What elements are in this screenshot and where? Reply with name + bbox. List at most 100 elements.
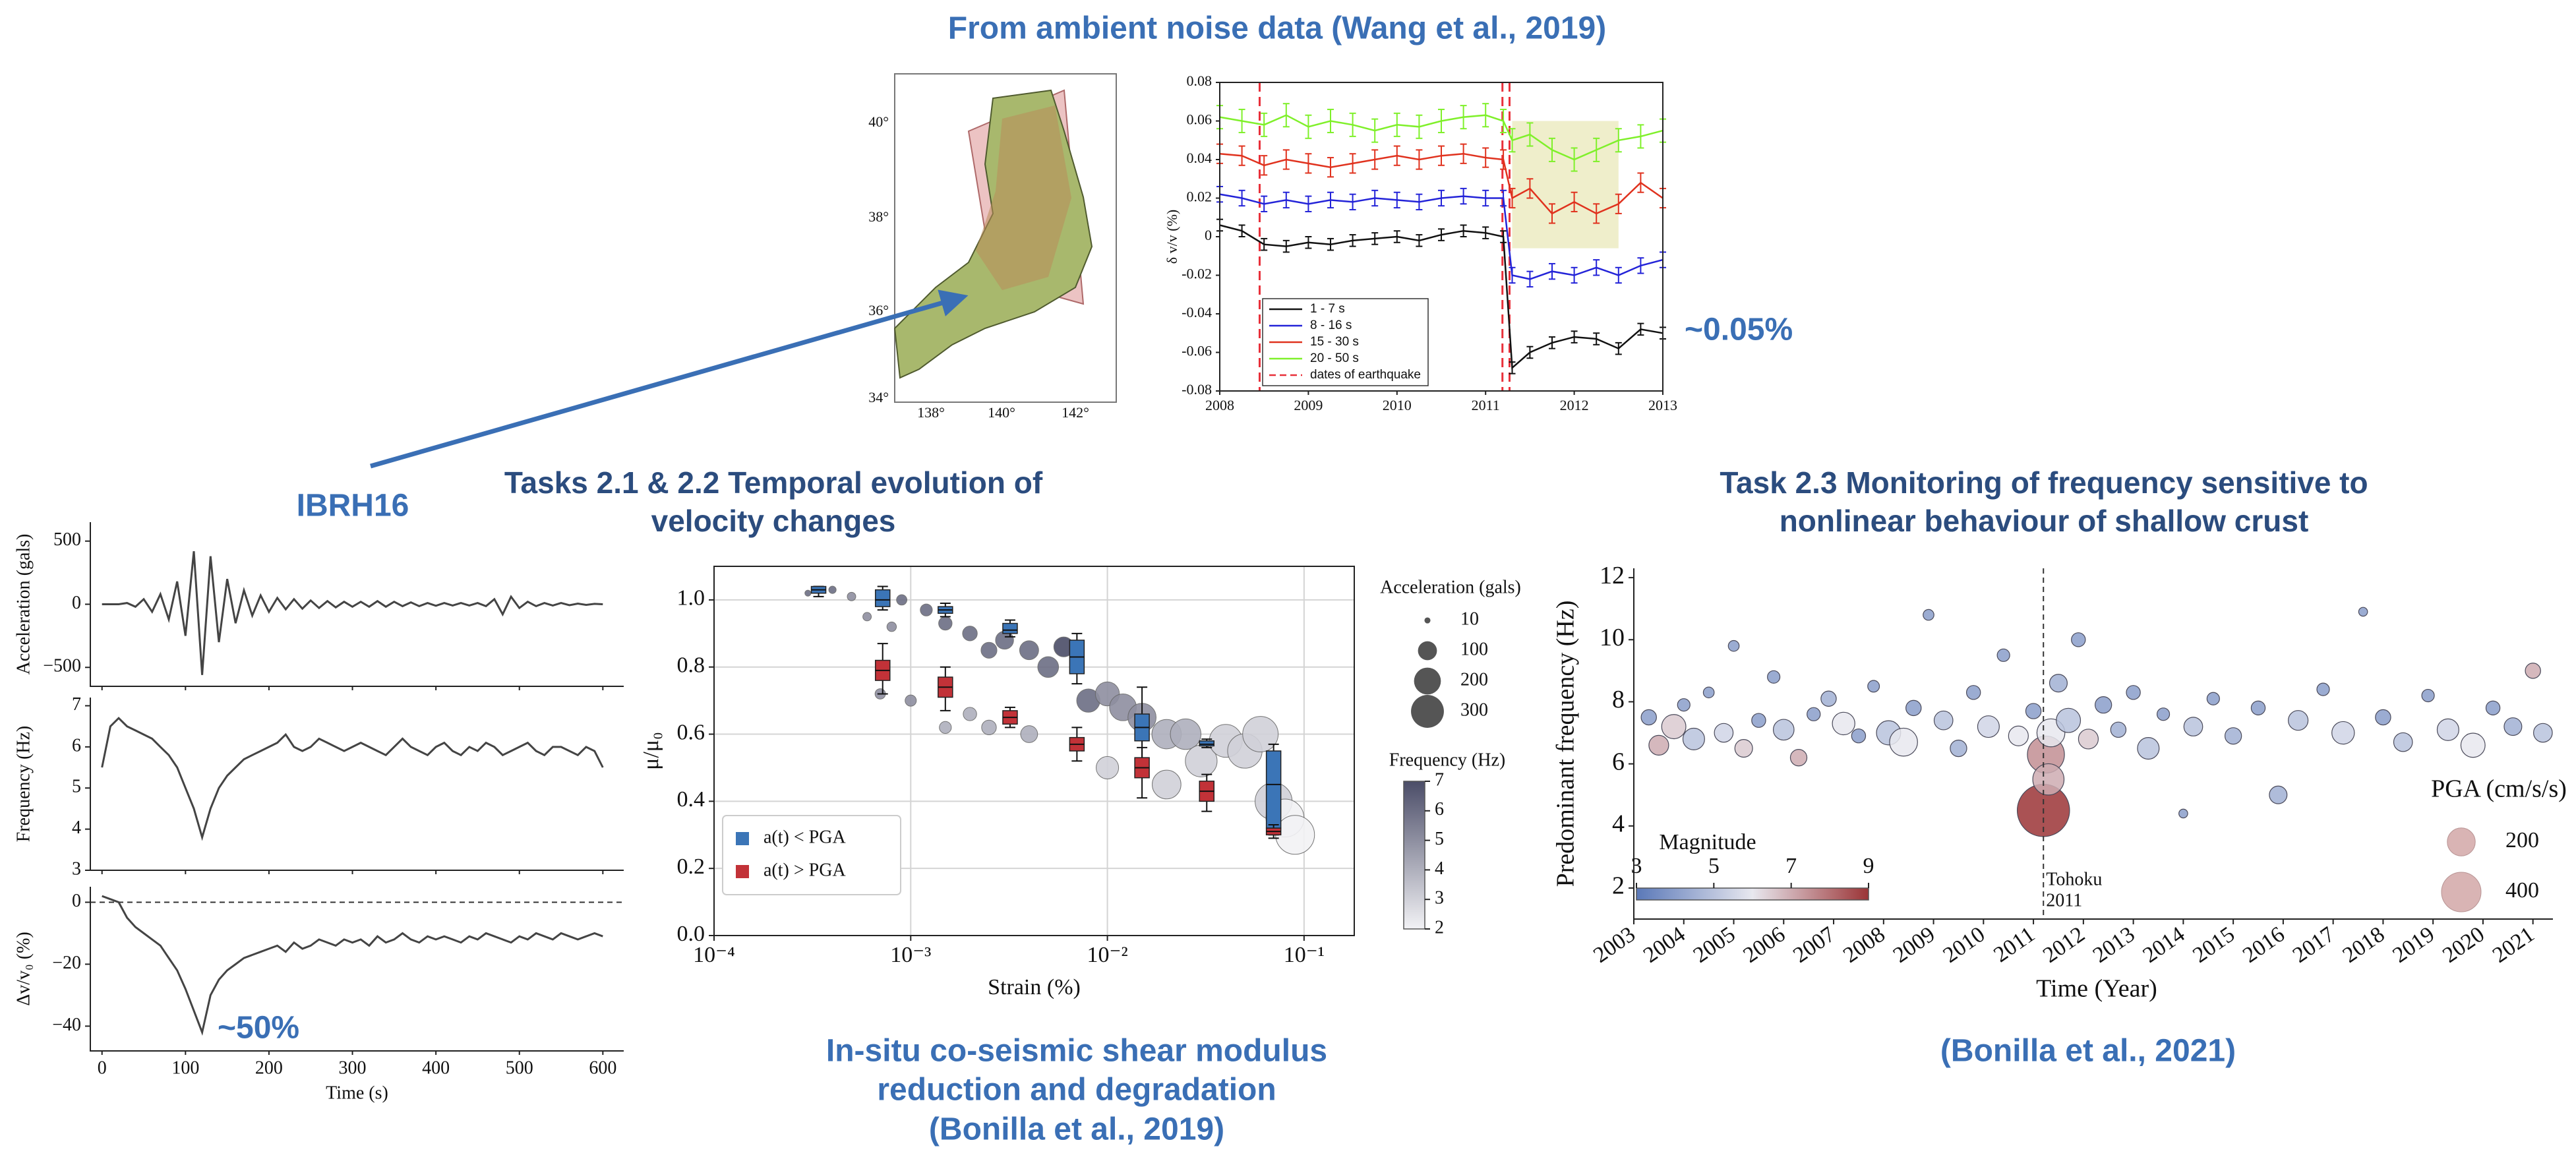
y-tick-label: 1.0 (677, 586, 705, 611)
error-bar (1615, 128, 1622, 153)
scatter-point (2269, 785, 2288, 804)
y-tick-label: 0.0 (677, 922, 705, 946)
dvv-annotation: ~0.05% (1685, 313, 1793, 347)
scatter-point (862, 612, 872, 622)
map: 40° 38° 36° 34° 138° 140° 142° (868, 73, 1117, 421)
x-tick-label: 2006 (1739, 922, 1789, 968)
scatter-point (939, 721, 952, 734)
scatter-point (1682, 727, 1705, 750)
scatter-point (1772, 719, 1795, 741)
section-title: Tasks 2.1 & 2.2 Temporal evolution of (504, 465, 1043, 500)
strain-annotation: ~50% (218, 1011, 299, 1046)
scatter-point (1789, 749, 1808, 767)
error-bar (1615, 342, 1622, 355)
scatter-point (1714, 723, 1734, 743)
error-bar (1416, 234, 1423, 247)
y-tick-label: 0 (1205, 227, 1212, 243)
y-tick-label: 5 (72, 777, 81, 797)
x-tick-label: 2010 (1383, 397, 1412, 413)
scatter-point (2110, 721, 2127, 738)
scatter-point (1677, 698, 1691, 712)
x-tick-label: 2014 (2139, 922, 2190, 968)
scatter-point (2095, 696, 2112, 714)
size-legend-title: PGA (cm/s/s) (2431, 775, 2567, 803)
y-tick-label: 0.08 (1187, 73, 1213, 89)
scatter-point (1640, 709, 1657, 726)
size-legend-marker (1418, 641, 1437, 661)
x-tick-label: 10⁻¹ (1284, 943, 1325, 967)
error-bar (1238, 145, 1245, 166)
error-bar (1509, 128, 1516, 153)
map-lat-label: 34° (868, 389, 889, 405)
error-bar (1438, 228, 1445, 241)
scatter-point (2503, 717, 2523, 736)
station-label: IBRH16 (297, 489, 409, 523)
legend-box (722, 815, 901, 895)
x-tick-label: 2011 (1472, 397, 1500, 413)
scatter-point (2049, 674, 2068, 693)
y-tick-label: 0.8 (677, 653, 705, 678)
y-tick-label: 500 (53, 529, 81, 550)
legend-swatch (736, 865, 749, 878)
event-label: 2011 (2046, 890, 2082, 910)
scatter-point (2421, 688, 2435, 703)
error-bar (1500, 149, 1507, 170)
y-tick-label: −20 (52, 953, 81, 973)
error-bar (1238, 189, 1245, 207)
error-bar (1460, 105, 1467, 130)
x-tick-label: 2019 (2388, 922, 2439, 968)
series-line (102, 895, 603, 1036)
y-tick-label: −40 (52, 1015, 81, 1035)
y-tick-label: -0.04 (1182, 304, 1212, 320)
error-bar (1637, 257, 1644, 274)
error-bar (1438, 189, 1445, 207)
colorbar-tick-label: 4 (1435, 858, 1444, 879)
x-tick-label: 2012 (2039, 922, 2089, 968)
y-tick-label: 6 (72, 735, 81, 756)
scatter-point (1965, 685, 1981, 700)
scatter-point (938, 616, 953, 631)
y-tick-label: 0 (72, 593, 81, 613)
x-tick-label: 0 (98, 1058, 107, 1078)
scatter-point (962, 626, 978, 641)
scatter-point (963, 707, 977, 721)
x-tick-label: 10⁻² (1087, 943, 1128, 967)
y-tick-label: 0.02 (1187, 189, 1213, 205)
error-bar (1327, 237, 1334, 251)
y-tick-label: 4 (72, 818, 81, 838)
error-bar (1438, 145, 1445, 166)
error-bar (1327, 157, 1334, 178)
scatter-point (1767, 670, 1781, 684)
colorbar-tick-label: 7 (1785, 854, 1797, 878)
series-line (1219, 224, 1663, 370)
series-line (101, 717, 604, 841)
colorbar-tick-label: 2 (1435, 917, 1444, 938)
scatter-point (2224, 727, 2242, 745)
error-bar (1282, 103, 1290, 128)
scatter-point (2533, 723, 2553, 743)
size-legend-marker (2447, 827, 2476, 856)
plot-frame (713, 566, 1355, 936)
size-legend-marker (1411, 695, 1444, 728)
axis-spine (90, 522, 624, 687)
error-bar (1282, 191, 1290, 209)
error-bar (1460, 187, 1467, 205)
scatter-point (886, 621, 897, 632)
colorbar-tick-label: 6 (1435, 799, 1444, 820)
error-bar (1371, 118, 1379, 143)
scatter-point (1820, 690, 1837, 707)
error-bar (1637, 322, 1644, 336)
colorbar-tick-label: 5 (1435, 829, 1444, 849)
caption: reduction and degradation (877, 1073, 1276, 1108)
box (1265, 750, 1282, 829)
error-bar (1549, 137, 1555, 162)
x-tick-label: 2005 (1689, 922, 1740, 968)
error-bar (1261, 237, 1268, 251)
x-tick-label: 600 (589, 1058, 616, 1078)
axis-spine (1633, 568, 2553, 920)
scatter-point (2178, 808, 2188, 819)
x-tick-label: 2011 (1989, 922, 2039, 968)
error-bar (1349, 193, 1356, 211)
error-bar (1460, 143, 1467, 164)
error-bar (1482, 189, 1489, 207)
